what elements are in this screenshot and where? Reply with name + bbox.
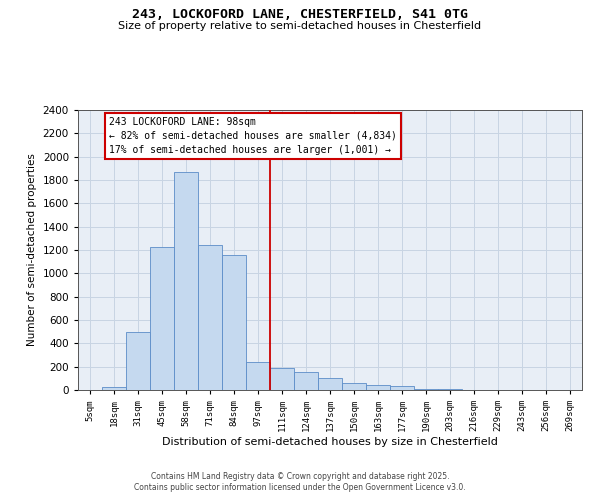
Text: Size of property relative to semi-detached houses in Chesterfield: Size of property relative to semi-detach… xyxy=(118,21,482,31)
Bar xyxy=(222,254,246,390)
Text: 243 LOCKOFORD LANE: 98sqm
← 82% of semi-detached houses are smaller (4,834)
17% : 243 LOCKOFORD LANE: 98sqm ← 82% of semi-… xyxy=(109,117,397,155)
Bar xyxy=(246,362,270,390)
Bar xyxy=(414,389,438,390)
Bar xyxy=(294,372,318,390)
Bar xyxy=(270,368,294,390)
Bar xyxy=(198,246,222,390)
Y-axis label: Number of semi-detached properties: Number of semi-detached properties xyxy=(27,154,37,346)
Bar xyxy=(102,386,126,390)
Bar xyxy=(174,172,198,390)
Bar xyxy=(126,332,150,390)
X-axis label: Distribution of semi-detached houses by size in Chesterfield: Distribution of semi-detached houses by … xyxy=(162,437,498,447)
Bar xyxy=(342,383,366,390)
Bar xyxy=(366,386,390,390)
Text: Contains HM Land Registry data © Crown copyright and database right 2025.
Contai: Contains HM Land Registry data © Crown c… xyxy=(134,472,466,492)
Text: 243, LOCKOFORD LANE, CHESTERFIELD, S41 0TG: 243, LOCKOFORD LANE, CHESTERFIELD, S41 0… xyxy=(132,8,468,20)
Bar xyxy=(390,386,414,390)
Bar xyxy=(150,246,174,390)
Bar xyxy=(318,378,342,390)
